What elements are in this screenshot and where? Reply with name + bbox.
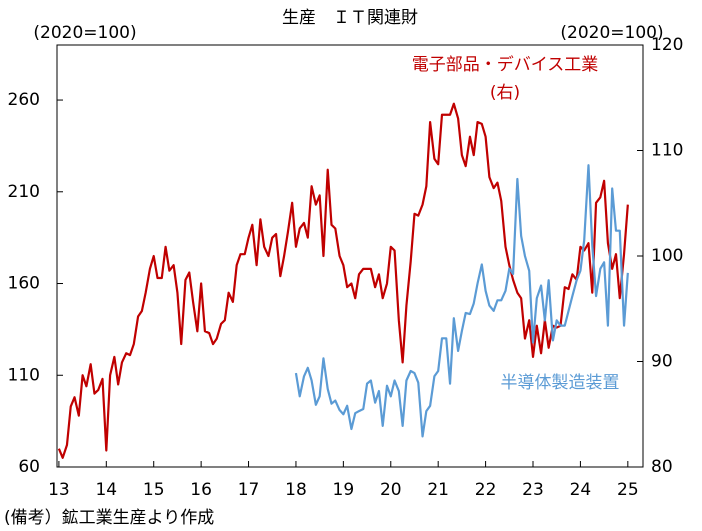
x-tick-label: 16 xyxy=(190,480,212,500)
annotation: 半導体製造装置 xyxy=(501,373,620,393)
y-tick-label: 60 xyxy=(18,457,40,477)
y2-axis-unit: (2020=100) xyxy=(560,23,663,43)
series-line xyxy=(294,164,629,438)
x-tick-label: 22 xyxy=(475,480,497,500)
x-tick-label: 24 xyxy=(570,480,592,500)
y-tick-label: 210 xyxy=(8,182,40,202)
x-tick-label: 19 xyxy=(333,480,355,500)
x-tick-label: 23 xyxy=(522,480,544,500)
chart-title: 生産 ＩＴ関連財 xyxy=(282,8,418,28)
x-tick-label: 14 xyxy=(95,480,117,500)
x-tick-label: 15 xyxy=(143,480,165,500)
x-tick-label: 18 xyxy=(285,480,307,500)
x-tick-label: 17 xyxy=(238,480,260,500)
y2-tick-label: 90 xyxy=(651,352,673,372)
y-axis-unit: (2020=100) xyxy=(33,23,136,43)
y-tick-label: 260 xyxy=(8,90,40,110)
y-tick-label: 110 xyxy=(8,365,40,385)
plot-frame xyxy=(56,44,644,468)
note: (備考）鉱工業生産より作成 xyxy=(4,508,214,528)
y2-tick-label: 120 xyxy=(651,35,683,55)
annotation: 電子部品・デバイス工業 xyxy=(412,54,599,75)
x-tick-label: 21 xyxy=(427,480,449,500)
annotation: (右) xyxy=(490,83,520,103)
series-line xyxy=(57,102,629,459)
y2-tick-label: 80 xyxy=(651,457,673,477)
x-tick-label: 20 xyxy=(380,480,402,500)
y2-tick-label: 100 xyxy=(651,246,683,266)
x-tick-label: 13 xyxy=(48,480,70,500)
y-tick-label: 160 xyxy=(8,274,40,294)
y2-tick-label: 110 xyxy=(651,141,683,161)
x-tick-label: 25 xyxy=(617,480,639,500)
